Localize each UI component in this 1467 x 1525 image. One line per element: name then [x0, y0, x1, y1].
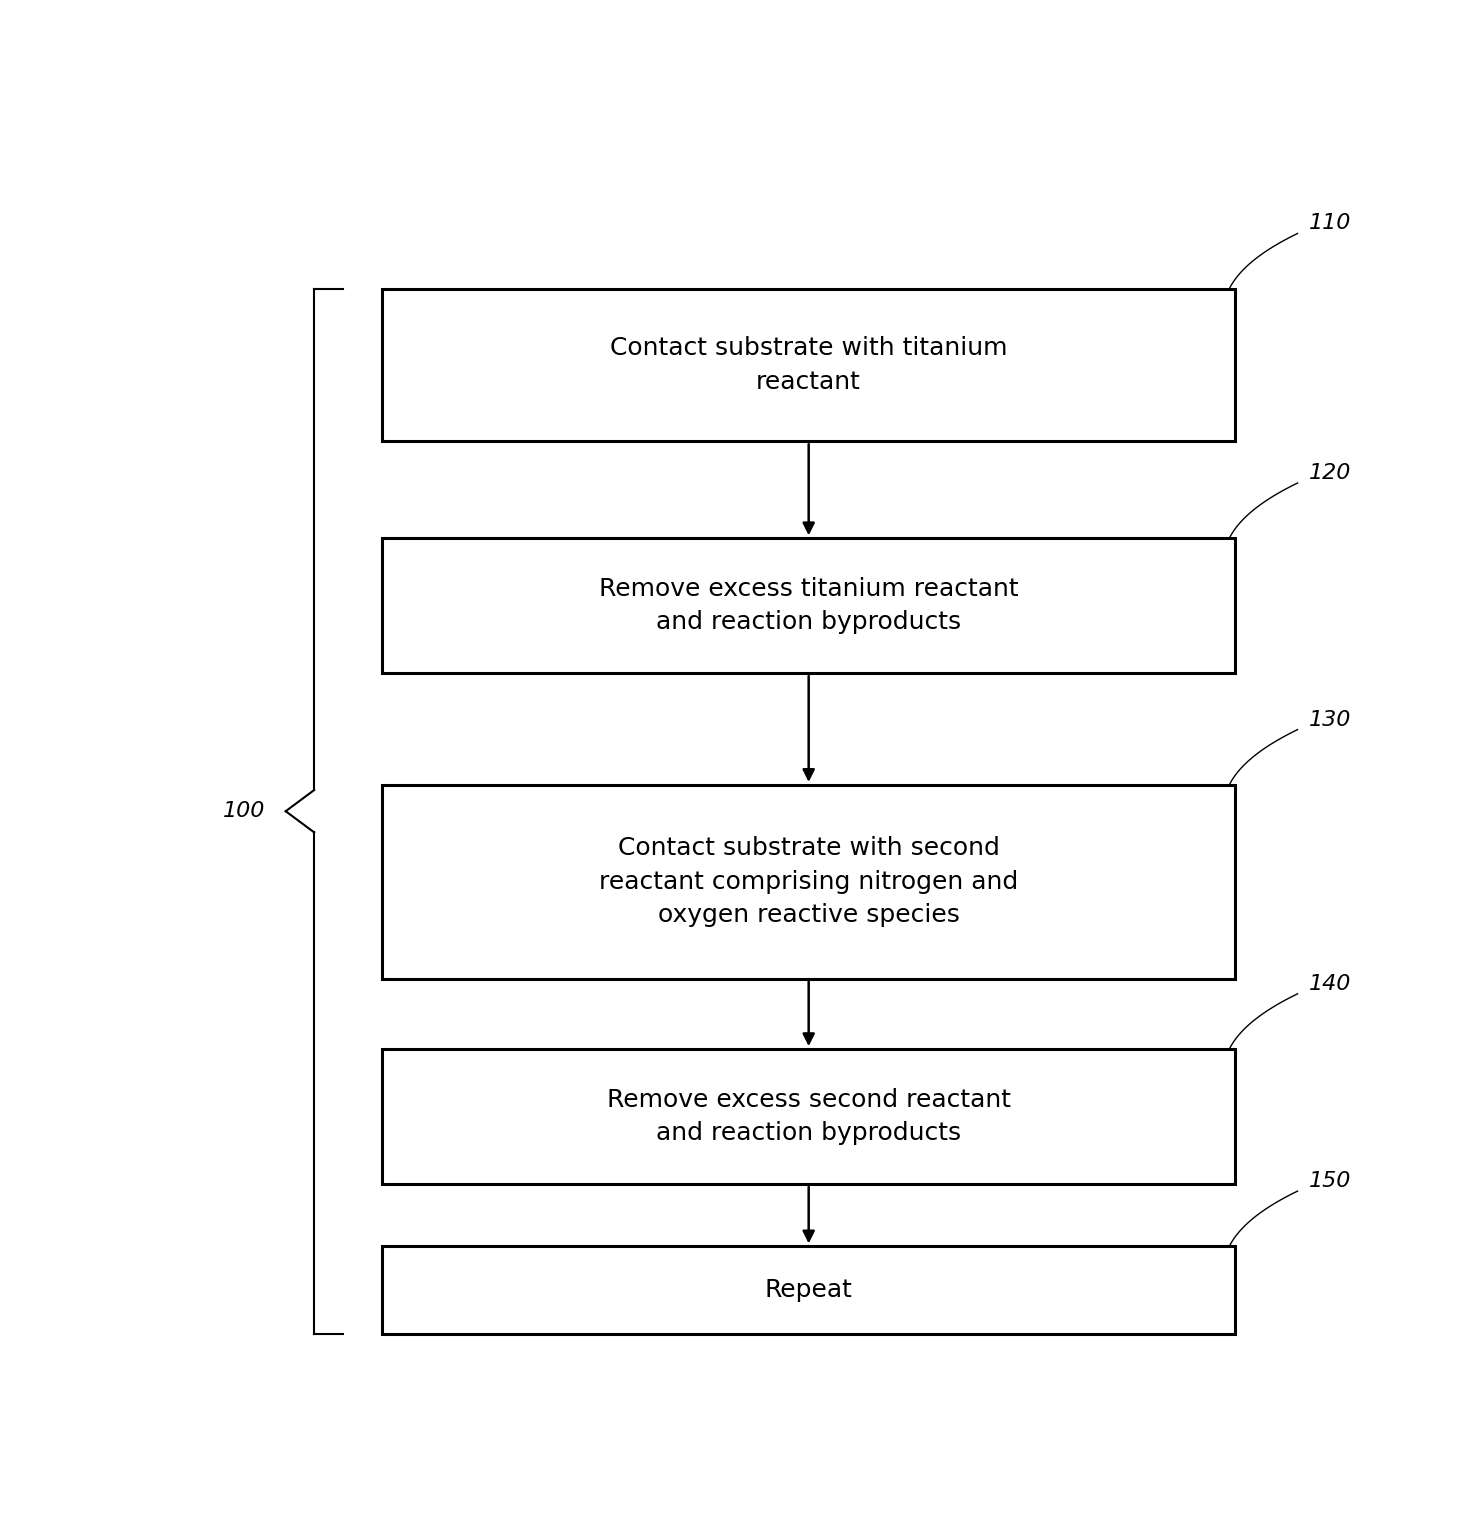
FancyBboxPatch shape: [383, 785, 1235, 979]
FancyBboxPatch shape: [383, 1049, 1235, 1183]
FancyBboxPatch shape: [383, 288, 1235, 441]
FancyBboxPatch shape: [383, 1246, 1235, 1334]
Text: 140: 140: [1309, 974, 1351, 994]
Text: Remove excess second reactant
and reaction byproducts: Remove excess second reactant and reacti…: [607, 1087, 1011, 1145]
Text: Repeat: Repeat: [764, 1278, 852, 1302]
Text: 150: 150: [1309, 1171, 1351, 1191]
Text: 100: 100: [223, 801, 266, 822]
Text: Contact substrate with second
reactant comprising nitrogen and
oxygen reactive s: Contact substrate with second reactant c…: [599, 836, 1018, 927]
Text: 130: 130: [1309, 709, 1351, 729]
FancyBboxPatch shape: [383, 538, 1235, 673]
Text: 120: 120: [1309, 464, 1351, 483]
Text: Remove excess titanium reactant
and reaction byproducts: Remove excess titanium reactant and reac…: [599, 576, 1018, 634]
Text: 110: 110: [1309, 214, 1351, 233]
Text: Contact substrate with titanium
reactant: Contact substrate with titanium reactant: [610, 336, 1008, 393]
